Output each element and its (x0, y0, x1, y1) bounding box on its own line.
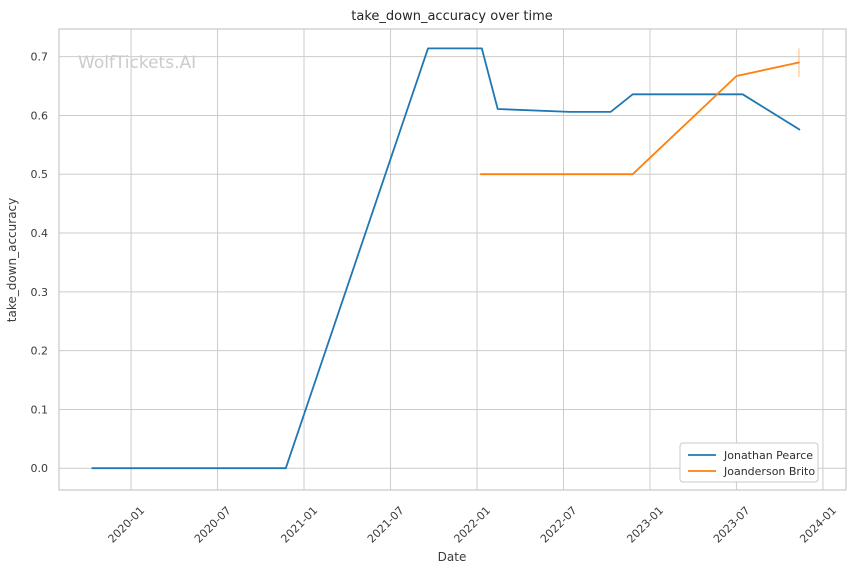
x-tick-label: 2021-01 (278, 504, 320, 546)
x-tick-label: 2021-07 (365, 504, 407, 546)
y-tick-label: 0.4 (31, 227, 49, 240)
plot-border (58, 28, 847, 491)
y-tick-label: 0.2 (31, 345, 49, 358)
plot-area (59, 29, 846, 490)
legend-label: Joanderson Brito (723, 465, 815, 478)
chart-title: take_down_accuracy over time (351, 9, 552, 24)
y-tick-label: 0.7 (31, 51, 49, 64)
series-line-joanderson-brito (479, 61, 800, 176)
y-tick-label: 0.6 (31, 109, 49, 122)
series-line-jonathan-pearce (91, 47, 801, 470)
y-tick-label: 0.1 (31, 403, 49, 416)
x-tick-label: 2023-07 (711, 504, 753, 546)
y-tick-label: 0.0 (31, 462, 49, 475)
series-lines (91, 47, 801, 470)
x-tick-label: 2020-01 (105, 504, 147, 546)
legend-label: Jonathan Pearce (723, 449, 813, 462)
x-tick-label: 2022-07 (538, 504, 580, 546)
y-axis-label: take_down_accuracy (5, 198, 19, 322)
legend-box (679, 442, 819, 483)
x-tick-label: 2022-01 (451, 504, 493, 546)
y-tick-label: 0.3 (31, 286, 49, 299)
x-tick-label: 2020-07 (192, 504, 234, 546)
x-axis-label: Date (438, 550, 467, 564)
x-tick-label: 2023-01 (624, 504, 666, 546)
x-tick-label: 2024-01 (797, 504, 839, 546)
plot-border-rect (58, 28, 847, 491)
legend: Jonathan Pearce Joanderson Brito (679, 442, 819, 483)
plot-background (59, 29, 846, 490)
watermark: WolfTickets.AI (78, 53, 196, 73)
y-tick-label: 0.5 (31, 168, 49, 181)
gridlines (59, 29, 846, 490)
